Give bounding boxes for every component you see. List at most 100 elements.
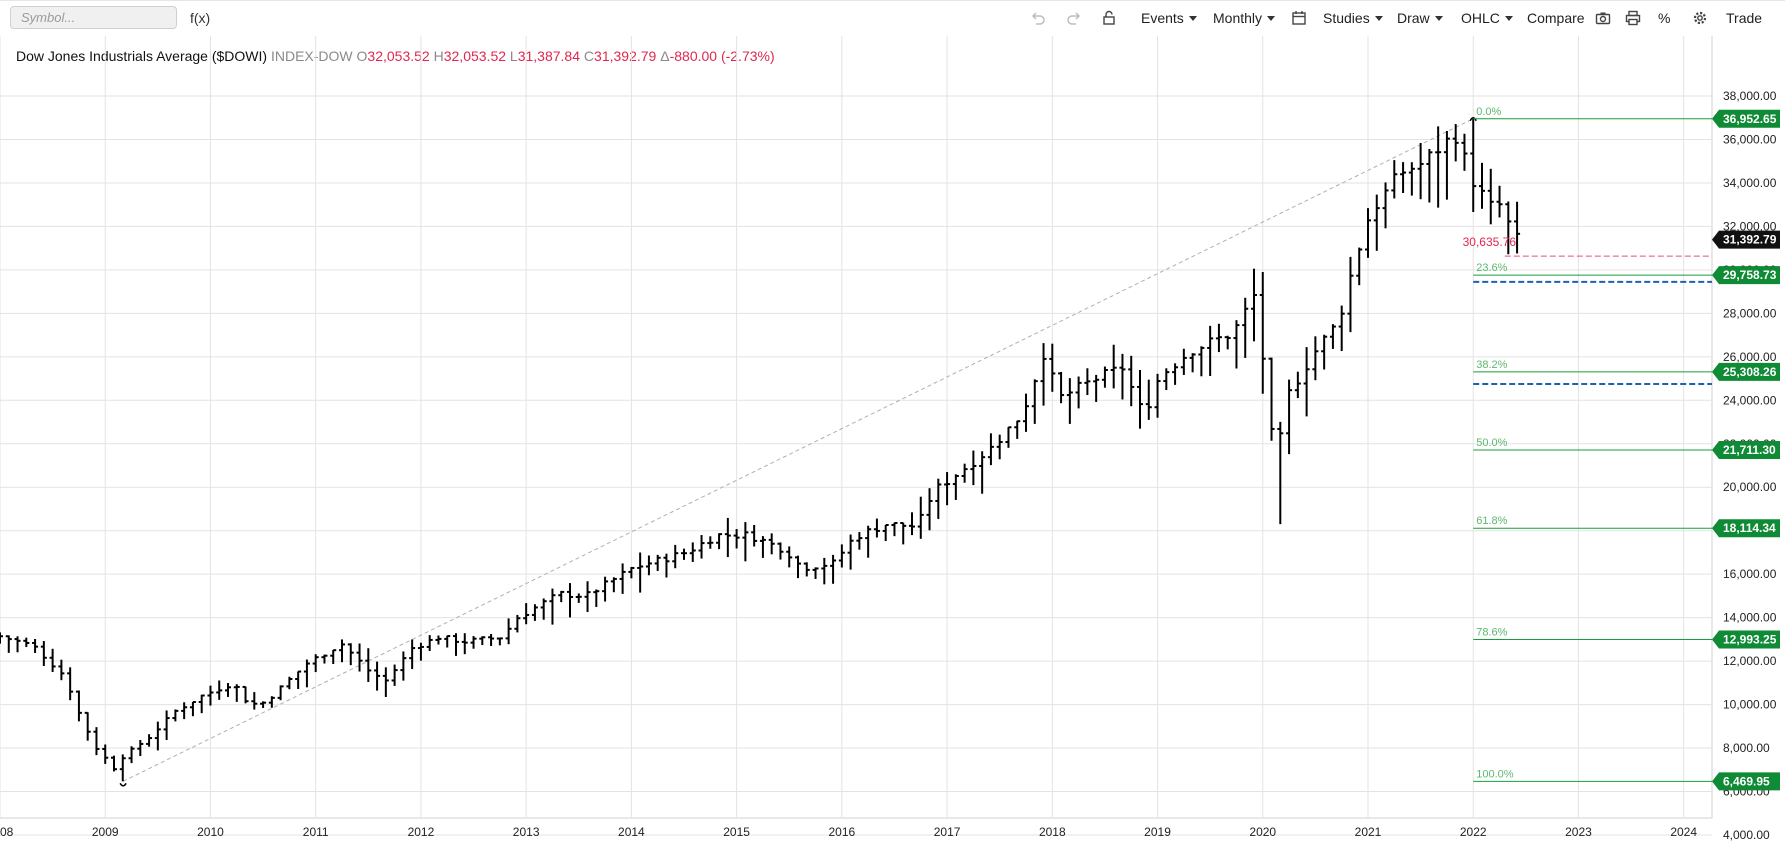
low-marker: [119, 782, 127, 787]
fx-button[interactable]: f(x): [190, 10, 211, 26]
chevron-down-icon: [1188, 15, 1197, 21]
toolbar: f(x) Events Monthly Studies Draw OHLC Co…: [0, 0, 1785, 36]
x-tick-label: 2013: [513, 825, 540, 839]
y-tick-label: 20,000.00: [1723, 480, 1777, 494]
y-tick-label: 8,000.00: [1723, 741, 1770, 755]
fib-level-label: 100.0%: [1476, 768, 1514, 780]
y-tick-label: 34,000.00: [1723, 176, 1777, 190]
lock-icon[interactable]: [1099, 8, 1119, 28]
symbol-input[interactable]: [10, 6, 177, 29]
fib-price-badge-text: 29,758.73: [1723, 268, 1777, 282]
trendline: [122, 118, 1474, 782]
x-tick-label: 2020: [1249, 825, 1276, 839]
y-tick-label: 16,000.00: [1723, 567, 1777, 581]
fib-price-badge: [1712, 519, 1780, 538]
x-tick-label: 2019: [1144, 825, 1171, 839]
gear-icon[interactable]: [1690, 8, 1710, 28]
fib-price-badge: [1712, 772, 1780, 791]
y-tick-label: 26,000.00: [1723, 350, 1777, 364]
last-price-badge-text: 31,392.79: [1723, 233, 1777, 247]
pink-level-label: 30,635.76: [1463, 235, 1517, 249]
fib-level-label: 0.0%: [1476, 106, 1501, 118]
change-value: -880.00 (-2.73%): [669, 48, 775, 64]
period-menu[interactable]: Monthly: [1213, 10, 1276, 26]
chevron-down-icon: [1434, 15, 1443, 21]
x-tick-label: 2024: [1670, 825, 1697, 839]
chart-style-menu[interactable]: OHLC: [1461, 10, 1513, 26]
low-label: L: [509, 48, 518, 64]
x-tick-label: 2008: [0, 825, 14, 839]
y-tick-label: 24,000.00: [1723, 393, 1777, 407]
fib-price-badge: [1712, 266, 1780, 285]
close-value: 31,392.79: [594, 48, 657, 64]
x-tick-label: 2022: [1460, 825, 1487, 839]
y-tick-label: 32,000.00: [1723, 219, 1777, 233]
x-tick-label: 2017: [934, 825, 961, 839]
trade-button[interactable]: Trade: [1726, 10, 1763, 26]
price-chart[interactable]: 4,000.006,000.008,000.0010,000.0012,000.…: [0, 36, 1785, 862]
chart-style-label: OHLC: [1461, 10, 1500, 26]
fib-price-badge-text: 12,993.25: [1723, 633, 1777, 647]
y-tick-label: 28,000.00: [1723, 306, 1777, 320]
period-label: Monthly: [1213, 10, 1263, 26]
close-label: C: [583, 48, 595, 64]
y-tick-label: 36,000.00: [1723, 132, 1777, 146]
fib-level-label: 78.6%: [1476, 627, 1507, 639]
fib-level-label: 38.2%: [1476, 359, 1507, 371]
exchange-label: INDEX-DOW: [270, 48, 353, 64]
studies-label: Studies: [1323, 10, 1370, 26]
fib-price-badge: [1712, 362, 1780, 381]
x-tick-label: 2010: [197, 825, 224, 839]
chevron-down-icon: [1267, 15, 1276, 21]
fib-price-badge: [1712, 109, 1780, 128]
fib-price-badge-text: 18,114.34: [1723, 521, 1776, 535]
y-tick-label: 10,000.00: [1723, 698, 1777, 712]
x-tick-label: 2009: [92, 825, 119, 839]
x-tick-label: 2014: [618, 825, 645, 839]
fib-price-badge-text: 6,469.95: [1723, 774, 1770, 788]
fib-price-badge-text: 21,711.30: [1723, 443, 1776, 457]
chevron-down-icon: [1374, 15, 1383, 21]
studies-menu[interactable]: Studies: [1323, 10, 1383, 26]
instrument-name: Dow Jones Industrials Average ($DOWI): [16, 48, 268, 64]
open-value: 32,053.52: [367, 48, 430, 64]
redo-icon[interactable]: [1064, 8, 1084, 28]
fib-price-badge-text: 25,308.26: [1723, 365, 1777, 379]
print-icon[interactable]: [1623, 8, 1643, 28]
chevron-down-icon: [1504, 15, 1513, 21]
open-label: O: [356, 48, 368, 64]
x-tick-label: 2012: [408, 825, 435, 839]
fib-price-badge-text: 36,952.65: [1723, 112, 1777, 126]
high-label: H: [433, 48, 444, 64]
low-value: 31,387.84: [517, 48, 581, 64]
x-tick-label: 2011: [303, 825, 329, 839]
y-tick-label: 12,000.00: [1723, 654, 1777, 668]
chart-legend: Dow Jones Industrials Average ($DOWI) IN…: [16, 48, 775, 64]
x-tick-label: 2018: [1039, 825, 1066, 839]
calendar-icon[interactable]: [1289, 8, 1309, 28]
x-tick-label: 2021: [1355, 825, 1382, 839]
compare-button[interactable]: Compare: [1527, 10, 1585, 26]
change-label: Δ: [660, 48, 670, 64]
x-tick-label: 2023: [1565, 825, 1592, 839]
fib-level-label: 61.8%: [1476, 515, 1507, 527]
percent-button[interactable]: %: [1658, 10, 1671, 26]
high-value: 32,053.52: [443, 48, 507, 64]
camera-icon[interactable]: [1593, 8, 1613, 28]
events-menu[interactable]: Events: [1141, 10, 1197, 26]
y-tick-label: 38,000.00: [1723, 89, 1777, 103]
undo-icon[interactable]: [1028, 8, 1048, 28]
y-tick-label: 4,000.00: [1723, 828, 1770, 842]
fib-price-badge: [1712, 630, 1780, 649]
draw-label: Draw: [1397, 10, 1430, 26]
fib-level-label: 23.6%: [1476, 262, 1507, 274]
last-price-badge: [1712, 230, 1780, 249]
fib-level-label: 50.0%: [1476, 437, 1507, 449]
events-label: Events: [1141, 10, 1184, 26]
fib-price-badge: [1712, 441, 1780, 460]
high-marker: [1469, 117, 1477, 122]
draw-menu[interactable]: Draw: [1397, 10, 1443, 26]
toolbar-top-border: [0, 0, 1785, 1]
y-tick-label: 14,000.00: [1723, 611, 1777, 625]
x-tick-label: 2016: [828, 825, 855, 839]
